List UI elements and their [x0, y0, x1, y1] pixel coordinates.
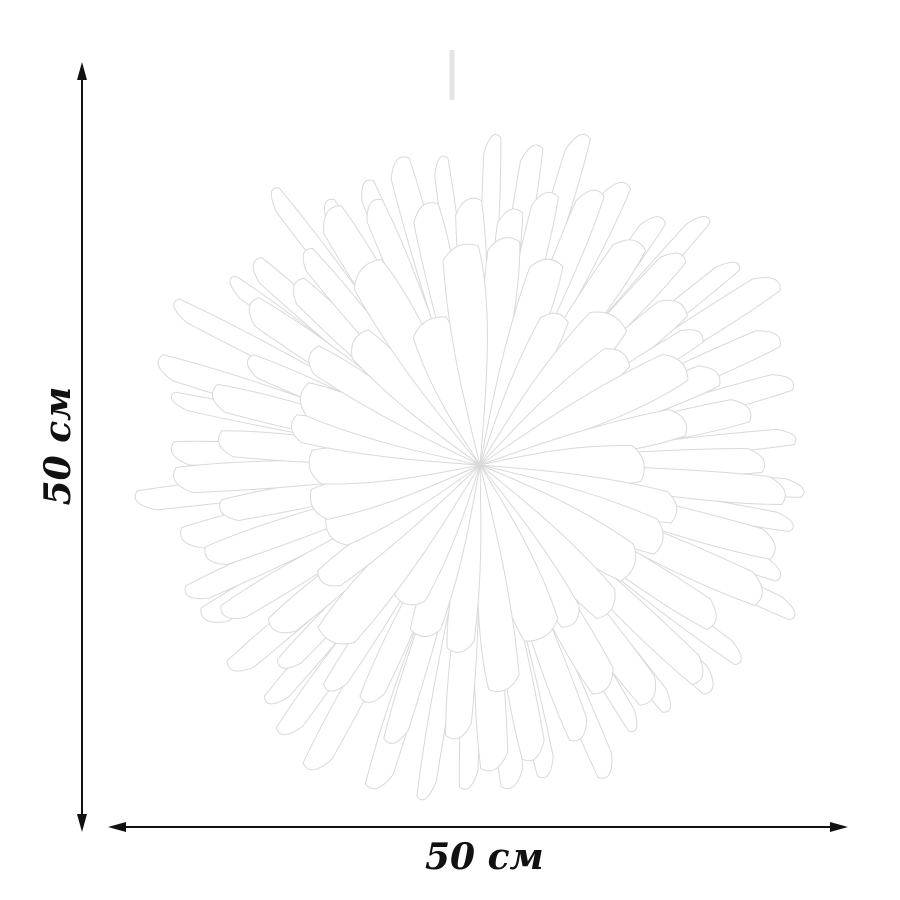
- petal: [442, 243, 488, 466]
- width-dimension-arrow: [108, 822, 848, 832]
- height-label: 50 см: [37, 386, 79, 506]
- lamp-petals: [134, 133, 805, 801]
- width-label: 50 см: [425, 836, 544, 878]
- height-dimension-arrow: [77, 62, 87, 832]
